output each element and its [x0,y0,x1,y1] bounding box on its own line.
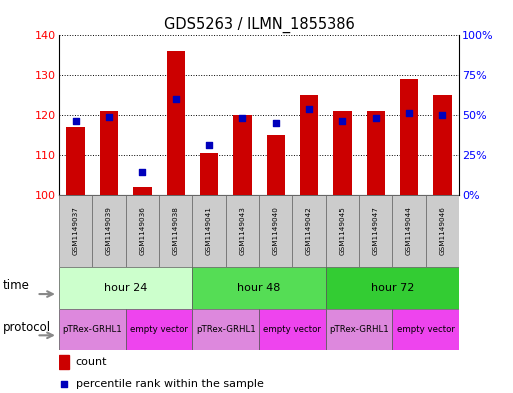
Bar [226,195,259,267]
Bar [159,195,192,267]
Bar [126,195,159,267]
Text: empty vector: empty vector [397,325,455,334]
Text: hour 24: hour 24 [104,283,147,293]
Bar [426,195,459,267]
Bar [59,309,126,350]
Bar [126,309,192,350]
Point [238,115,246,121]
Point [105,114,113,120]
Point [371,115,380,121]
Text: time: time [3,279,29,292]
Bar [233,115,251,195]
Text: GSM1149041: GSM1149041 [206,206,212,255]
Bar [367,111,385,195]
Text: empty vector: empty vector [130,325,188,334]
Text: GSM1149037: GSM1149037 [73,206,78,255]
Text: pTRex-GRHL1: pTRex-GRHL1 [63,325,122,334]
Point [71,118,80,125]
Bar [100,111,118,195]
Text: percentile rank within the sample: percentile rank within the sample [76,379,264,389]
Bar [333,111,351,195]
Text: pTRex-GRHL1: pTRex-GRHL1 [196,325,255,334]
Bar [392,309,459,350]
Bar [59,195,92,267]
Bar [259,195,292,267]
Text: GSM1149046: GSM1149046 [440,206,445,255]
Point [205,142,213,148]
Bar [433,95,451,195]
Bar [59,354,69,369]
Text: GSM1149036: GSM1149036 [140,206,145,255]
Bar [326,195,359,267]
Bar [67,127,85,195]
Point [60,381,68,387]
Bar [400,79,418,195]
Bar [359,195,392,267]
Title: GDS5263 / ILMN_1855386: GDS5263 / ILMN_1855386 [164,17,354,33]
Text: GSM1149043: GSM1149043 [240,206,245,255]
Text: GSM1149042: GSM1149042 [306,206,312,255]
Bar [192,195,226,267]
Bar [92,195,126,267]
Point [171,96,180,102]
Text: protocol: protocol [3,321,51,334]
Text: GSM1149038: GSM1149038 [173,206,179,255]
Text: hour 48: hour 48 [238,283,281,293]
Point [271,120,280,126]
Text: GSM1149040: GSM1149040 [273,206,279,255]
Text: hour 72: hour 72 [371,283,414,293]
Bar [259,309,326,350]
Bar [167,51,185,195]
Point [438,112,446,118]
Bar [200,153,218,195]
Bar [326,267,459,309]
Point [305,105,313,112]
Point [138,169,147,175]
Bar [192,309,259,350]
Text: empty vector: empty vector [264,325,321,334]
Text: count: count [76,357,107,367]
Bar [59,267,192,309]
Bar [326,309,392,350]
Text: pTRex-GRHL1: pTRex-GRHL1 [329,325,389,334]
Bar [300,95,318,195]
Bar [192,267,326,309]
Text: GSM1149039: GSM1149039 [106,206,112,255]
Text: GSM1149045: GSM1149045 [340,206,345,255]
Bar [292,195,326,267]
Bar [392,195,426,267]
Bar [133,187,151,195]
Bar [267,135,285,195]
Point [405,110,413,116]
Text: GSM1149044: GSM1149044 [406,206,412,255]
Text: GSM1149047: GSM1149047 [373,206,379,255]
Point [338,118,346,125]
